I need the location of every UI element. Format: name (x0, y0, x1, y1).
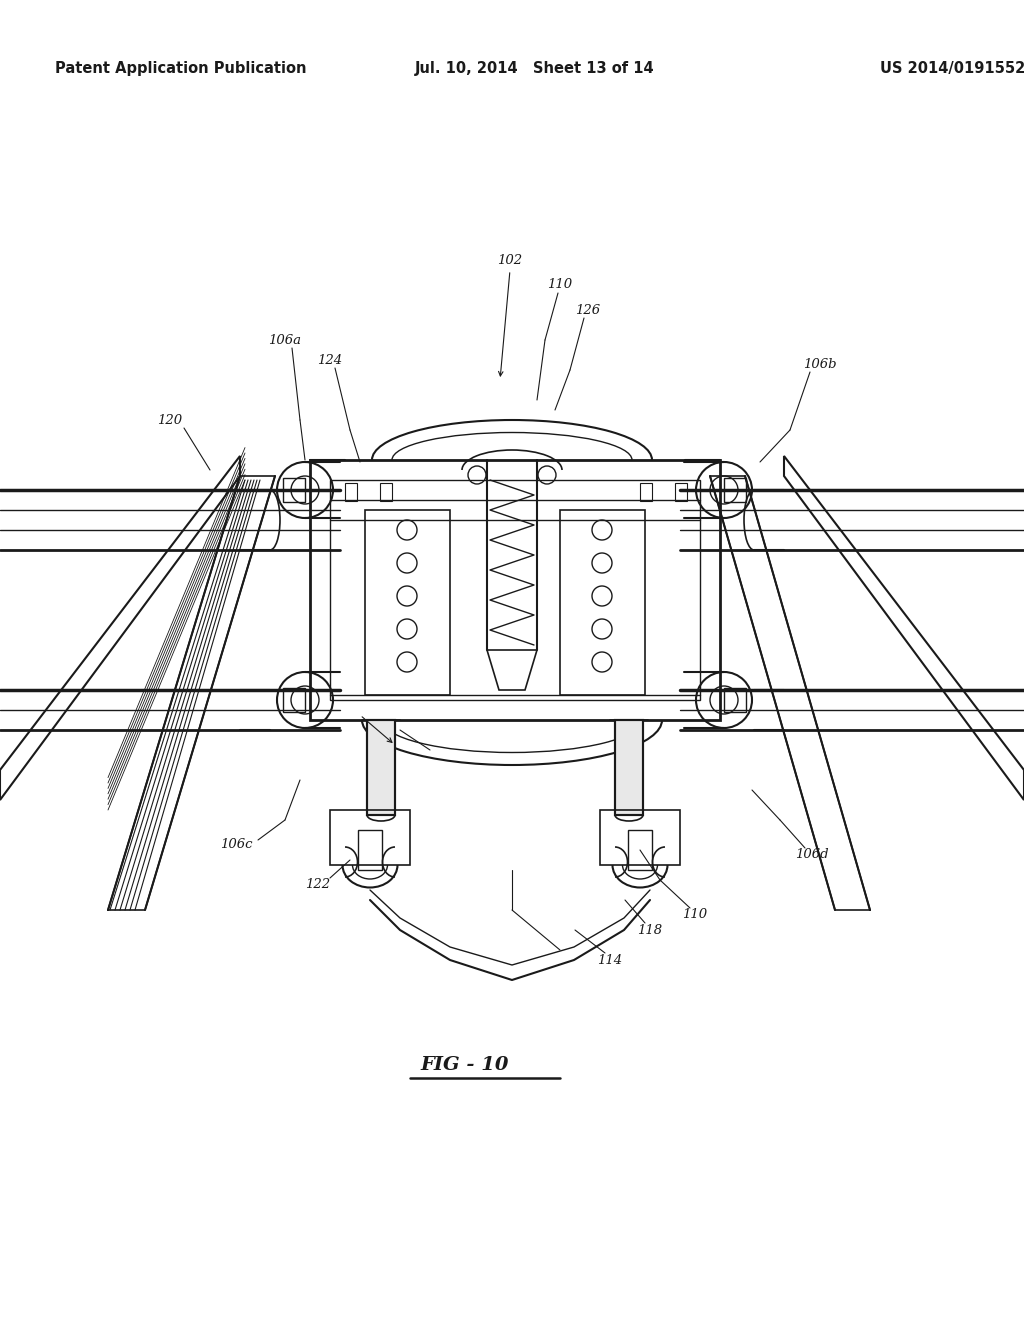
Text: 118: 118 (637, 924, 663, 936)
Text: 110: 110 (682, 908, 708, 921)
Bar (367, 719, 395, 814)
Bar (365, 510, 450, 696)
Text: 122: 122 (305, 879, 331, 891)
Bar (560, 510, 645, 696)
Text: Patent Application Publication: Patent Application Publication (55, 61, 306, 75)
Text: 120: 120 (158, 413, 182, 426)
Text: 106a: 106a (268, 334, 301, 346)
Bar (600, 810, 680, 865)
Bar (640, 483, 652, 502)
Bar (330, 810, 410, 865)
Bar (628, 830, 652, 870)
Text: 106b: 106b (803, 359, 837, 371)
Bar (358, 830, 382, 870)
Text: 102: 102 (498, 253, 522, 267)
Text: 110: 110 (548, 279, 572, 292)
Bar (724, 478, 746, 502)
Text: US 2014/0191552 A1: US 2014/0191552 A1 (880, 61, 1024, 75)
Text: 106d: 106d (796, 849, 828, 862)
Bar (345, 483, 357, 502)
Bar (380, 483, 392, 502)
Bar (310, 459, 720, 719)
Text: 124: 124 (317, 354, 343, 367)
Bar (330, 480, 700, 700)
Text: FIG - 10: FIG - 10 (420, 1056, 509, 1074)
Bar (367, 719, 395, 814)
Bar (675, 483, 687, 502)
Bar (615, 719, 643, 814)
Bar (283, 478, 305, 502)
Bar (724, 688, 746, 711)
Text: 126: 126 (575, 304, 600, 317)
Text: Jul. 10, 2014   Sheet 13 of 14: Jul. 10, 2014 Sheet 13 of 14 (415, 61, 654, 75)
Text: 114: 114 (597, 953, 623, 966)
Text: 106c: 106c (220, 838, 252, 851)
Bar (283, 688, 305, 711)
Bar (615, 719, 643, 814)
